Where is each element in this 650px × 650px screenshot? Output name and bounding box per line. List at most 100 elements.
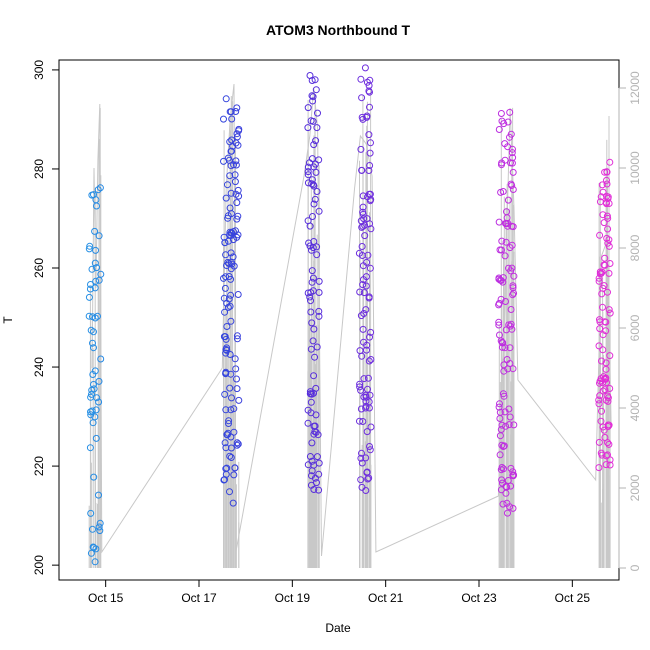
data-point: [359, 208, 367, 216]
x-tick-label: Oct 17: [181, 591, 217, 605]
data-point: [309, 93, 317, 101]
data-point: [305, 239, 313, 247]
data-point: [231, 464, 239, 472]
data-point: [222, 370, 230, 378]
data-point: [498, 237, 506, 245]
data-point: [307, 117, 315, 125]
data-point: [359, 281, 367, 289]
data-point: [228, 115, 236, 123]
data-point: [366, 162, 374, 169]
data-point: [367, 328, 375, 336]
data-point: [605, 242, 613, 250]
data-point: [310, 325, 318, 333]
data-point: [505, 264, 512, 272]
data-point: [358, 223, 366, 231]
data-point: [366, 220, 373, 228]
data-point: [308, 92, 316, 100]
data-point: [312, 168, 320, 176]
data-point: [312, 86, 320, 94]
data-point: [221, 239, 229, 247]
data-point: [227, 189, 235, 197]
data-point: [359, 203, 367, 211]
data-point: [307, 345, 315, 353]
data-point: [94, 186, 102, 194]
data-point: [366, 76, 374, 84]
data-point: [600, 219, 608, 227]
data-point: [230, 428, 238, 436]
data-point: [311, 76, 319, 84]
data-point: [367, 225, 375, 233]
data-point: [306, 293, 314, 301]
x-tick-label: Oct 21: [368, 591, 404, 605]
data-point: [89, 543, 97, 551]
data-point: [96, 184, 104, 192]
data-point: [496, 432, 504, 440]
data-point: [601, 375, 609, 383]
data-point: [87, 549, 95, 557]
data-point: [227, 317, 235, 325]
data-point: [506, 503, 514, 511]
data-point: [313, 343, 321, 351]
data-point: [222, 406, 230, 414]
data-point: [496, 408, 504, 416]
data-point: [308, 180, 316, 188]
data-point: [596, 268, 604, 276]
data-point: [315, 307, 323, 315]
data-point: [596, 379, 603, 387]
data-point: [233, 439, 241, 447]
data-point: [604, 394, 612, 402]
data-point: [223, 262, 231, 269]
data-point: [361, 232, 369, 240]
data-point: [365, 82, 373, 89]
data-point: [606, 309, 614, 317]
data-point: [226, 488, 233, 496]
data-point: [365, 404, 373, 412]
data-point: [89, 525, 96, 533]
data-point: [363, 258, 371, 266]
data-point: [359, 192, 367, 200]
data-point: [227, 454, 235, 461]
data-point: [599, 303, 606, 311]
data-point: [360, 289, 368, 297]
data-point: [603, 234, 611, 242]
data-point: [603, 192, 610, 200]
data-point: [221, 333, 229, 341]
x-tick-label: Oct 19: [275, 591, 311, 605]
data-point: [362, 454, 370, 462]
y-tick-label: 300: [32, 60, 46, 80]
data-point: [310, 200, 318, 208]
data-point: [313, 243, 321, 251]
data-point: [224, 258, 232, 266]
data-point: [304, 124, 312, 132]
data-point: [86, 285, 94, 293]
data-point: [497, 337, 505, 345]
data-point: [357, 75, 365, 83]
data-point: [231, 355, 239, 363]
data-point: [232, 365, 240, 373]
data-point: [502, 298, 509, 305]
data-point: [308, 319, 316, 327]
data-point: [502, 489, 510, 497]
data-point: [311, 160, 319, 168]
data-point: [363, 469, 371, 477]
data-point: [234, 291, 242, 298]
data-point: [358, 459, 366, 467]
data-point: [505, 421, 513, 429]
data-point: [496, 400, 503, 408]
data-point: [313, 251, 321, 259]
y2-tick-label: 6000: [628, 314, 642, 341]
data-point: [358, 166, 366, 174]
data-point: [220, 157, 227, 165]
data-point: [606, 461, 614, 469]
data-point: [362, 306, 370, 314]
data-point: [367, 196, 375, 203]
y2-tick-label: 0: [628, 564, 642, 571]
data-point: [233, 375, 240, 383]
data-point: [234, 212, 242, 220]
data-point: [366, 391, 374, 399]
data-point: [232, 190, 240, 198]
data-point: [304, 171, 312, 179]
data-point: [226, 204, 234, 212]
data-point: [307, 308, 315, 316]
